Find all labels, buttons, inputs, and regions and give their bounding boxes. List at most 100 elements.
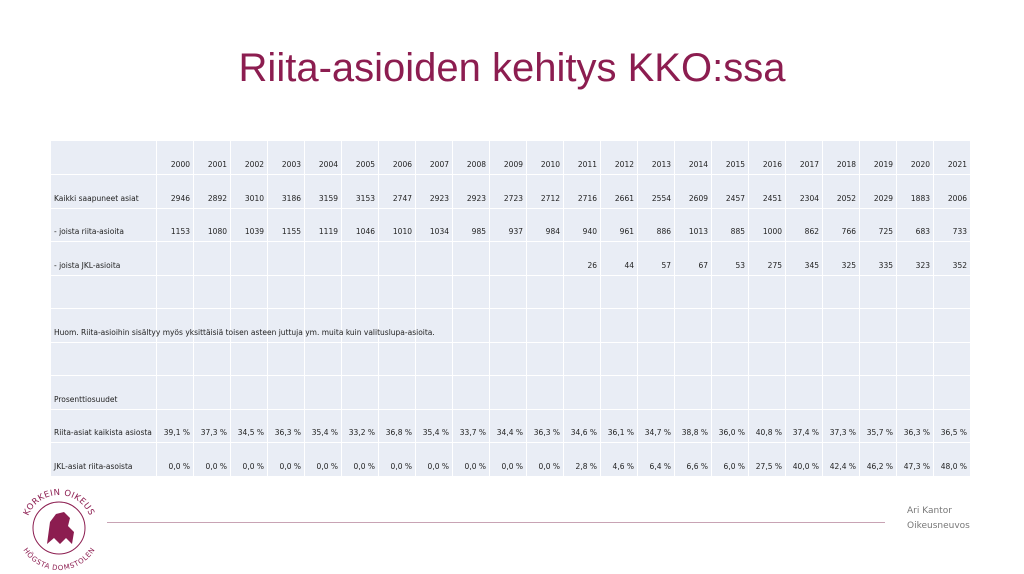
table-cell: 2012 [600,140,638,175]
table-cell: 733 [933,207,971,242]
table-cell [748,341,786,376]
table-cell: 2006 [378,140,416,175]
logo-ring [32,501,86,555]
table-cell: 0,0 % [526,442,564,477]
table-cell [267,274,305,309]
table-cell: 6,4 % [637,442,675,477]
table-cell: 1153 [156,207,194,242]
table-row [50,341,971,376]
table-cell [415,308,453,343]
table-cell: 2007 [415,140,453,175]
table-cell [859,341,897,376]
table-cell [156,308,194,343]
table-cell: 2451 [748,174,786,209]
table-cell: 2009 [489,140,527,175]
table-row: Kaikki saapuneet asiat 2946 2892 3010 3186 31… [50,174,971,209]
table-cell: 683 [896,207,934,242]
table-cell: 4,6 % [600,442,638,477]
table-cell: 40,8 % [748,408,786,443]
table-cell [822,375,860,410]
table-cell [489,341,527,376]
table-cell: 36,3 % [267,408,305,443]
table-cell: 37,3 % [193,408,231,443]
table-cell: 35,4 % [304,408,342,443]
table-cell: 2014 [674,140,712,175]
table-row: 2000 2001 2002 2003 2004 2005 2006 2007 2008 2009… [50,140,971,175]
table-cell [933,375,971,410]
table-cell [452,308,490,343]
table-cell [896,375,934,410]
table-cell: 0,0 % [230,442,268,477]
table-cell [711,341,749,376]
table-cell [933,341,971,376]
table-cell: 2010 [526,140,564,175]
table-cell: 0,0 % [415,442,453,477]
table-cell: 985 [452,207,490,242]
table-cell: 40,0 % [785,442,823,477]
table-cell [637,375,675,410]
row-label [50,140,157,175]
table-cell: 325 [822,241,860,276]
table-cell: 885 [711,207,749,242]
table-cell [341,308,379,343]
table-cell: 1080 [193,207,231,242]
table-cell: 1000 [748,207,786,242]
table-cell: 36,0 % [711,408,749,443]
table-cell [896,341,934,376]
table-row: Riita-asiat kaikista asiosta 39,1 % 37,3 %… [50,408,971,443]
table-cell [896,308,934,343]
table-cell: 1119 [304,207,342,242]
table-cell [933,274,971,309]
table-cell: 725 [859,207,897,242]
table-cell: 352 [933,241,971,276]
table-cell: 1046 [341,207,379,242]
table-cell [193,241,231,276]
table-cell: 0,0 % [378,442,416,477]
table-cell [526,274,564,309]
table-cell [674,308,712,343]
table-cell [859,274,897,309]
table-cell [822,341,860,376]
footer-name: Ari Kantor [907,506,952,516]
table-cell [193,341,231,376]
table-cell: 2554 [637,174,675,209]
table-cell [267,341,305,376]
table-cell [600,341,638,376]
table-row: JKL-asiat riita-asoista 0,0 % 0,0 % 0,0 % 0,… [50,442,971,477]
table-cell [378,375,416,410]
table-cell [711,308,749,343]
table-cell: 35,4 % [415,408,453,443]
table-cell [230,341,268,376]
table-cell [415,375,453,410]
table-cell: 2712 [526,174,564,209]
table-cell: 2003 [267,140,305,175]
table-cell [156,241,194,276]
logo-top-path: KORKEIN OIKEUS [22,488,96,517]
table-cell [822,274,860,309]
table-cell: 1034 [415,207,453,242]
table-cell [452,274,490,309]
table-cell: 1883 [896,174,934,209]
table-cell: 2005 [341,140,379,175]
table-cell: 2011 [563,140,601,175]
table-row [50,274,971,309]
table-cell [267,308,305,343]
table-cell [156,375,194,410]
table-cell [674,274,712,309]
table-cell: 2609 [674,174,712,209]
table-cell [748,375,786,410]
table-cell: 937 [489,207,527,242]
table-cell: 2004 [304,140,342,175]
table-cell [563,341,601,376]
table-cell [378,308,416,343]
table-cell: 0,0 % [156,442,194,477]
table-cell: 335 [859,241,897,276]
row-label: Huom. Riita-asioihin sisältyy myös yksit… [50,308,435,343]
table-cell: 67 [674,241,712,276]
table-cell [304,308,342,343]
table-cell [526,308,564,343]
table-cell [193,308,231,343]
table-cell [526,241,564,276]
table-cell: 36,3 % [896,408,934,443]
table-cell: 6,0 % [711,442,749,477]
